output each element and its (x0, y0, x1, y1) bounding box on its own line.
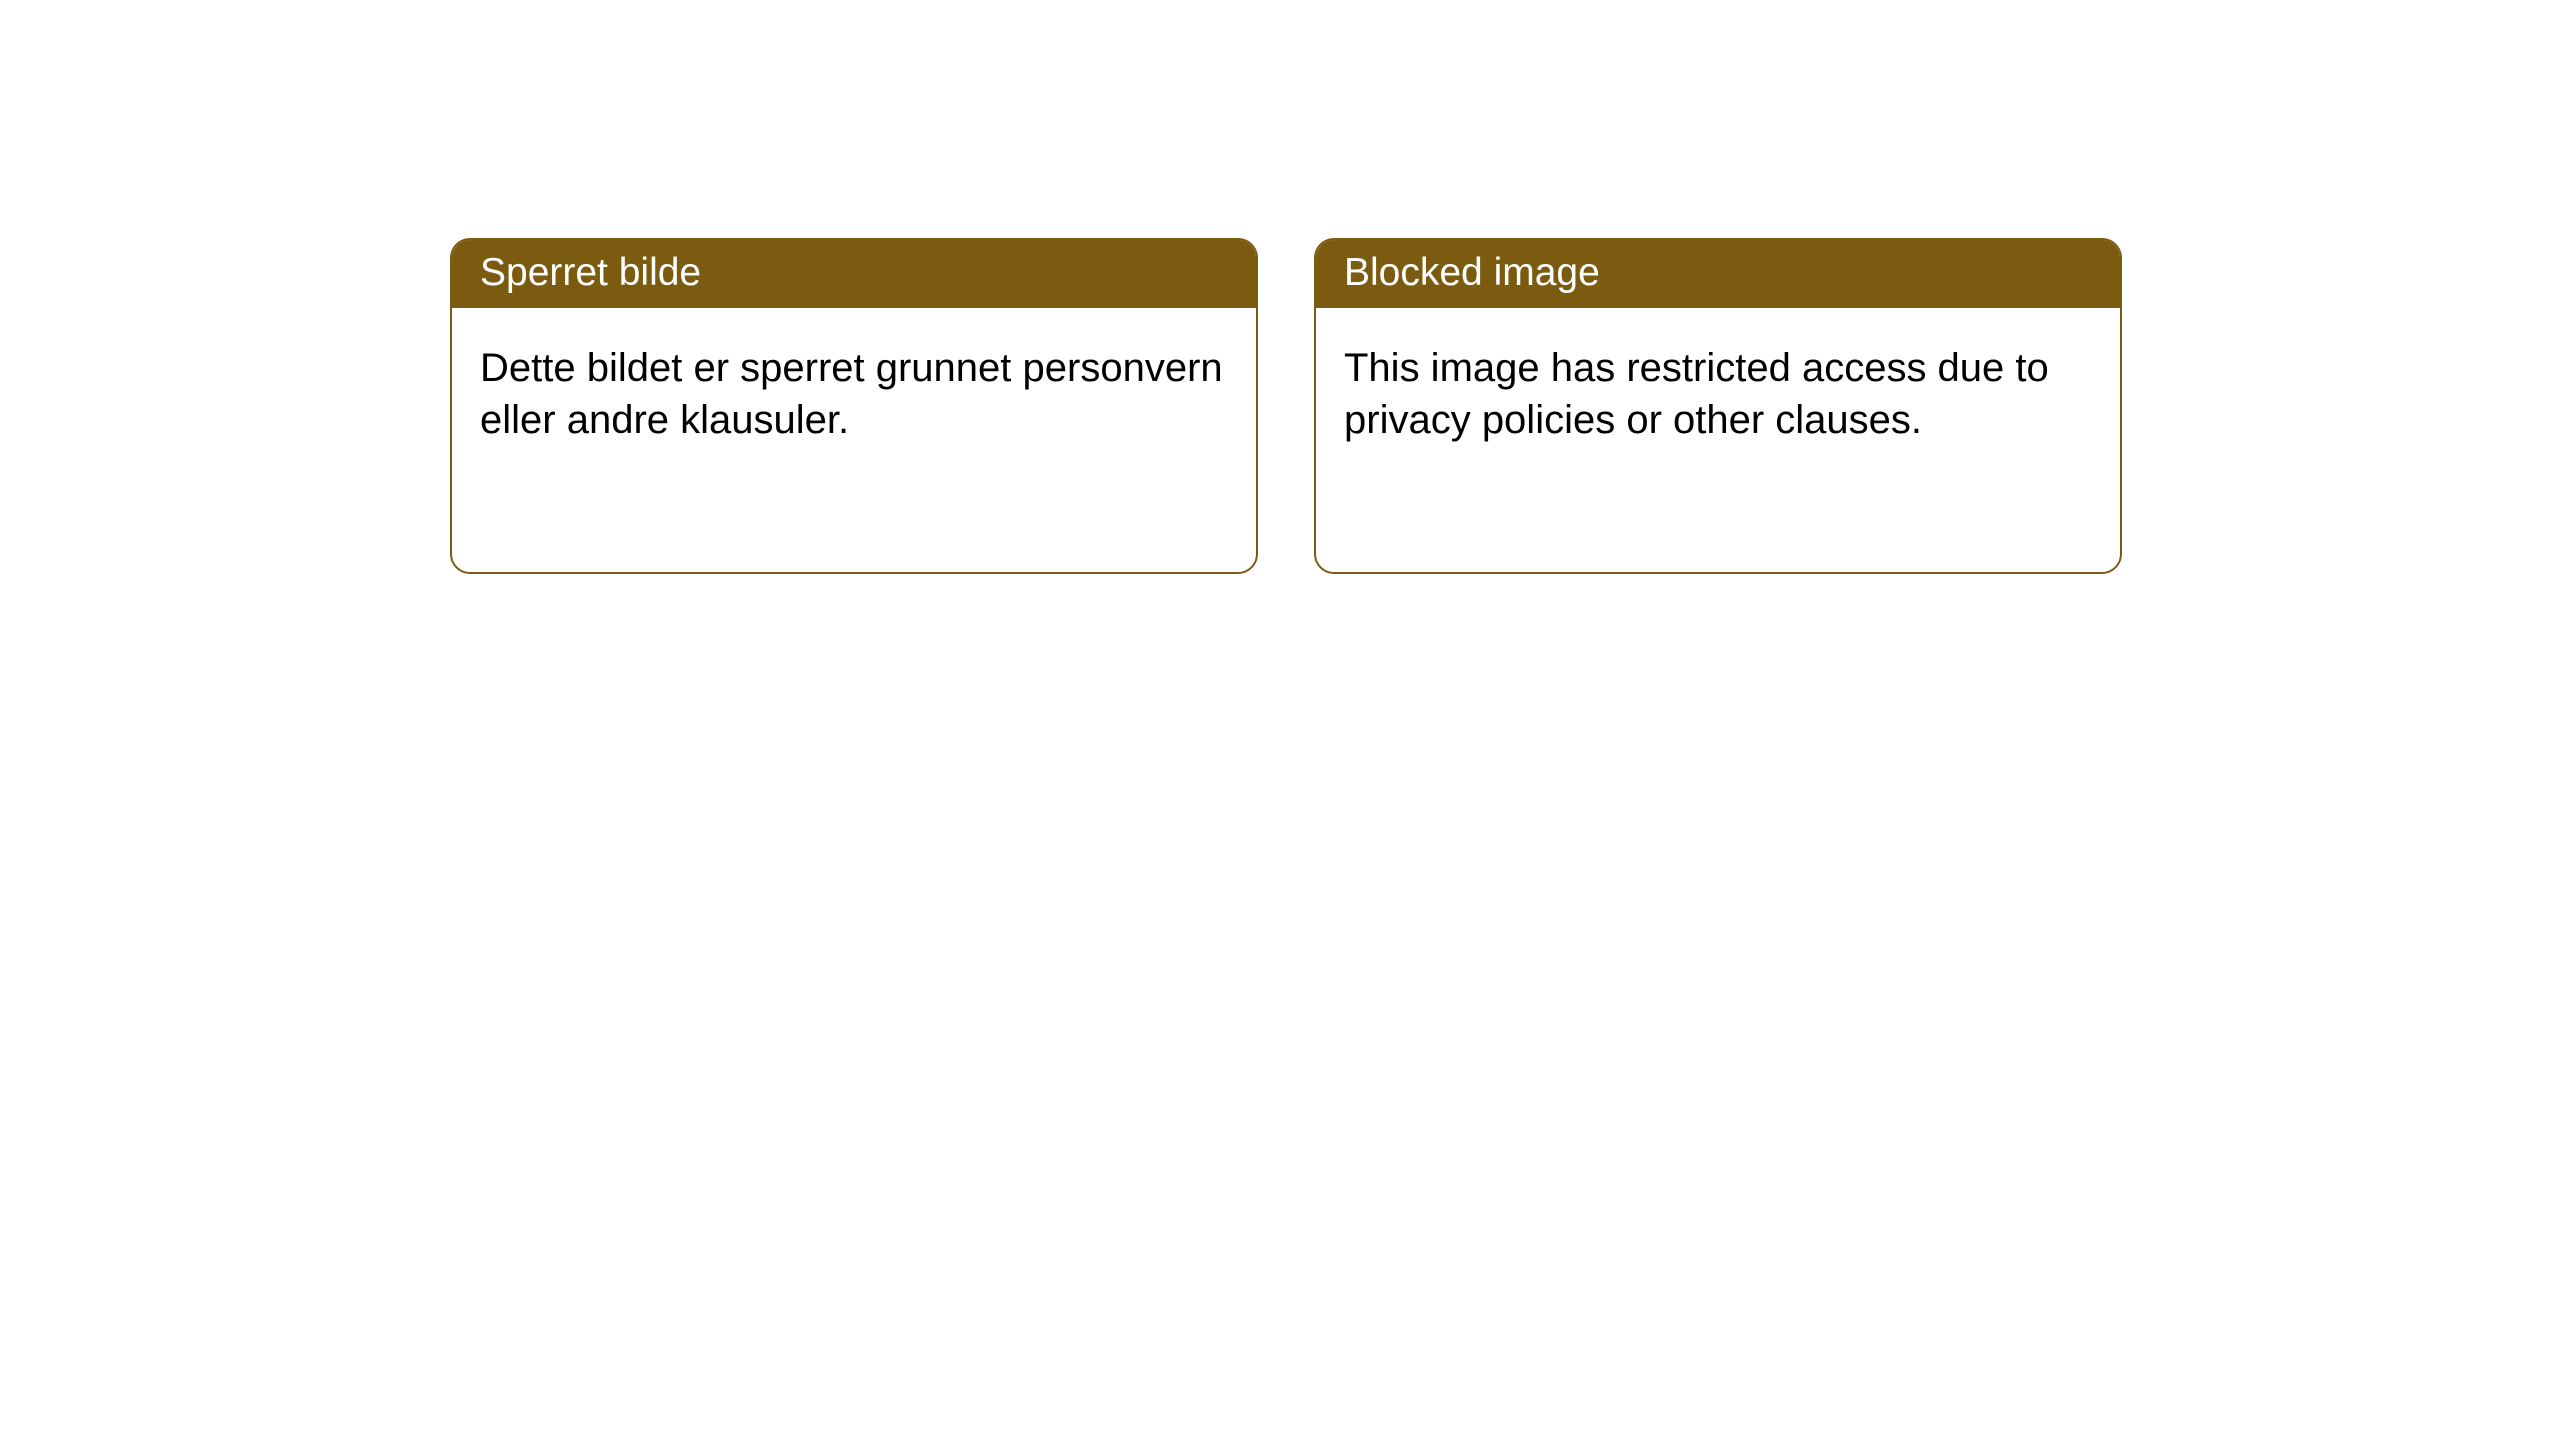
notice-body: Dette bildet er sperret grunnet personve… (452, 308, 1256, 480)
notice-card-english: Blocked image This image has restricted … (1314, 238, 2122, 574)
notice-card-norwegian: Sperret bilde Dette bildet er sperret gr… (450, 238, 1258, 574)
notice-container: Sperret bilde Dette bildet er sperret gr… (0, 0, 2560, 574)
notice-header: Blocked image (1316, 240, 2120, 308)
notice-body: This image has restricted access due to … (1316, 308, 2120, 480)
notice-header: Sperret bilde (452, 240, 1256, 308)
